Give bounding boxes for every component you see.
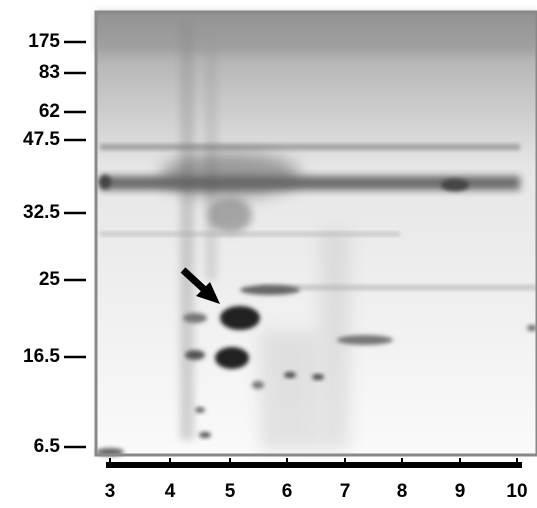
gel-image [94, 10, 537, 457]
ph-label: 8 [397, 481, 408, 502]
ph-label: 6 [282, 481, 293, 502]
mass-label: 16.5 [23, 346, 60, 367]
mass-label: 6.5 [34, 436, 61, 457]
ph-label: 10 [506, 481, 527, 502]
mass-label: 83 [39, 62, 60, 83]
ph-label: 4 [165, 481, 176, 502]
ph-label: 3 [105, 481, 116, 502]
ph-label: 9 [455, 481, 466, 502]
mass-label: 47.5 [23, 129, 60, 150]
mass-label: 32.5 [23, 202, 60, 223]
ph-bar [106, 462, 522, 468]
mass-label: 175 [28, 31, 60, 52]
mass-label: 25 [39, 269, 61, 290]
arrow [180, 267, 220, 304]
mass-label: 62 [39, 101, 60, 122]
ph-label: 7 [340, 481, 351, 502]
ph-label: 5 [225, 481, 236, 502]
